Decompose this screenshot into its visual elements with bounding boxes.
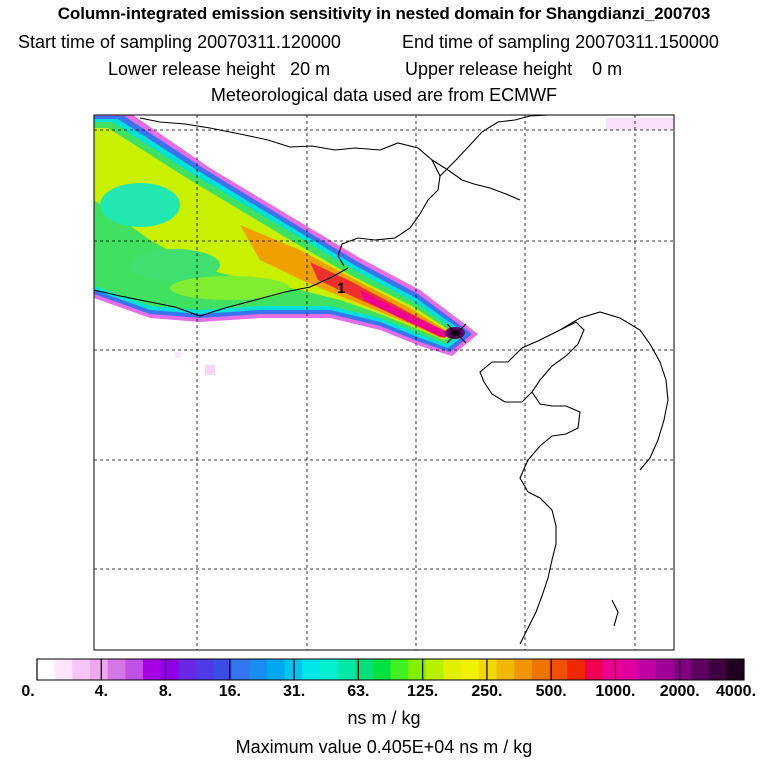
plume-inner-cyan-blob-1 (100, 183, 180, 227)
colorbar-swatch (284, 659, 303, 680)
colorbar-swatch (178, 659, 197, 680)
colorbar-swatch (443, 659, 462, 680)
colorbar-tick-label: 16. (218, 683, 241, 700)
coast-line-east-china (519, 391, 581, 645)
colorbar-swatch (160, 659, 179, 680)
border-line-northeast (439, 115, 549, 177)
plume-inner-cyan-blob-2 (130, 249, 220, 281)
plot-title: Column-integrated emission sensitivity i… (57, 4, 711, 23)
colorbar-swatch (90, 659, 109, 680)
speck-1 (606, 118, 674, 130)
colorbar-tick-label: 1000. (595, 683, 636, 700)
colorbar-swatch (143, 659, 162, 680)
colorbar-swatch (655, 659, 674, 680)
colorbar-swatch (567, 659, 586, 680)
colorbar-swatch (337, 659, 356, 680)
grid-layer (94, 115, 674, 650)
map-frame (93, 114, 675, 651)
plume-inner-green-blob (170, 276, 290, 300)
colorbar-swatch (496, 659, 515, 680)
colorbar-swatch (602, 659, 621, 680)
upper-release-label: Upper release height 0 m (405, 59, 623, 79)
colorbar-tick-label: 31. (282, 683, 306, 700)
colorbar-swatch (708, 659, 727, 680)
colorbar-tick-label: 500. (535, 683, 567, 700)
colorbar-tick-label: 0. (21, 683, 35, 700)
colorbar-frame (36, 658, 745, 681)
coast-line-island (611, 599, 619, 627)
colorbar-swatch (726, 659, 745, 680)
colorbar-tick-label: 63. (347, 683, 370, 700)
border-line-north (139, 117, 441, 267)
start-time-label: Start time of sampling 20070311.120000 (18, 32, 341, 52)
speck-3 (175, 352, 181, 358)
release-marker-label: 1 (337, 280, 345, 297)
colorbar-swatch (390, 659, 409, 680)
coast-line-peninsula (559, 311, 669, 471)
colorbar-swatch (514, 659, 533, 680)
x-cross-icon (446, 323, 467, 344)
colorbar-swatch (266, 659, 285, 680)
colorbar-swatch (637, 659, 657, 680)
border-line-west (94, 267, 349, 317)
speck-2 (205, 365, 215, 375)
colorbar-tick-label: 4. (94, 683, 108, 700)
colorbar-tick-label: 125. (407, 683, 439, 700)
colorbar-swatch (72, 659, 91, 680)
maximum-value-label: Maximum value 0.405E+04 ns m / kg (235, 737, 533, 757)
colorbar-swatch (319, 659, 338, 680)
colorbar-swatch (372, 659, 391, 680)
colorbar-swatch (620, 659, 639, 680)
colorbar-swatch (549, 659, 568, 680)
colorbar-swatch (249, 659, 268, 680)
colorbar-tick-label: 8. (158, 683, 173, 700)
colorbar-swatch (355, 659, 374, 680)
colorbar-tick-labels: 0. 4. 8. 16. 31. 63. 125. 250. 500. 1000. 2000. 400… (0, 683, 768, 705)
colorbar-swatch (231, 659, 250, 680)
colorbar-swatch (461, 659, 480, 680)
colorbar-tick-label: 250. (471, 683, 503, 700)
colorbar-units: ns m / kg (347, 708, 421, 728)
colorbar-swatch (213, 659, 232, 680)
colorbar-swatch (125, 659, 144, 680)
colorbar-swatch (54, 659, 73, 680)
met-data-label: Meteorological data used are from ECMWF (210, 85, 558, 105)
colorbar-swatch (196, 659, 215, 680)
coast-line-korea (479, 321, 585, 403)
colorbar-swatch (673, 659, 692, 680)
border-line-east (431, 159, 521, 201)
colorbar-swatch (425, 659, 444, 680)
end-time-label: End time of sampling 20070311.150000 (402, 32, 719, 52)
colorbar-swatch (37, 659, 56, 680)
colorbar-swatch (302, 659, 321, 680)
colorbar-swatch (408, 659, 427, 680)
colorbar-swatch (478, 659, 497, 680)
colorbar-tick-label: 2000. (659, 683, 700, 700)
colorbar-tick-label: 4000. (715, 683, 757, 700)
plume-core-pink (360, 290, 452, 338)
colorbar-swatch (531, 659, 550, 680)
colorbar-swatch (690, 659, 710, 680)
plume-layer (94, 115, 674, 375)
colorbar-swatch (107, 659, 126, 680)
colorbar-swatch (584, 659, 603, 680)
colorbar (36, 658, 745, 681)
coastline-layer (94, 115, 669, 645)
lower-release-label: Lower release height 20 m (108, 59, 331, 79)
